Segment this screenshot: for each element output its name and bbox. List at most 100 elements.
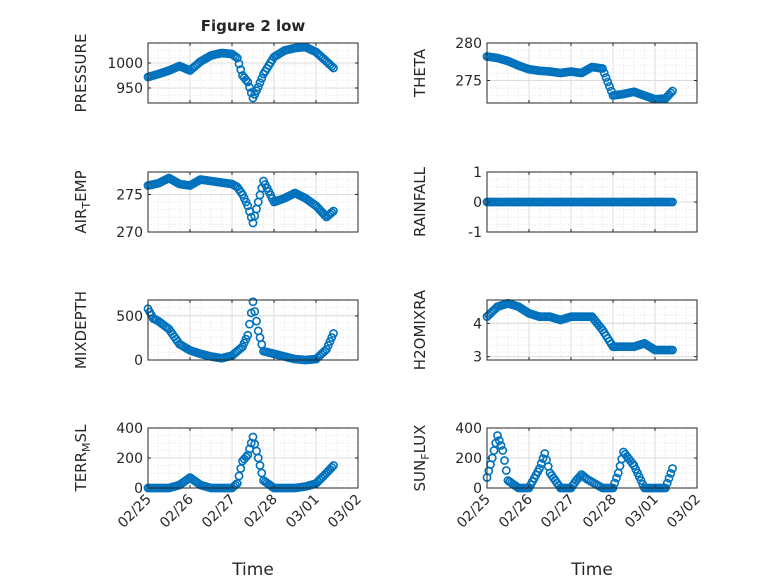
y-tick-label: 0 — [134, 353, 143, 369]
y-axis-label: H2OMIXRA — [411, 289, 429, 370]
data-point — [666, 88, 676, 98]
data-point — [664, 473, 674, 483]
x-axis-label: Time — [570, 560, 613, 580]
data-point — [241, 75, 251, 85]
data-point — [603, 77, 613, 87]
axes-box — [486, 42, 698, 104]
data-point — [248, 297, 258, 307]
data-point — [668, 464, 677, 473]
subplot-5: 0 500 MIXDEPTH — [72, 291, 359, 369]
y-tick-label: 270 — [116, 225, 143, 241]
y-axis-label: MIXDEPTH — [72, 291, 90, 369]
y-axis-label: THETA — [411, 48, 429, 98]
y-axis-label: AIRTEMP — [72, 170, 93, 233]
x-tick-label: 03/02 — [325, 492, 365, 532]
y-tick-label: 200 — [116, 451, 143, 467]
data-point — [501, 466, 511, 475]
y-tick-label: 0 — [473, 481, 482, 497]
data-point — [245, 319, 254, 329]
data-point — [612, 473, 621, 483]
y-tick-label: 400 — [116, 421, 143, 437]
data-point — [231, 52, 240, 62]
x-tick-label: 02/26 — [496, 491, 536, 531]
data-point — [245, 82, 254, 92]
y-tick-label: 3 — [473, 350, 482, 366]
y-tick-label: 280 — [455, 36, 482, 52]
x-tick-label: 03/01 — [622, 492, 662, 532]
x-tick-label: 03/01 — [283, 492, 323, 532]
subplot-8: 02/25 02/26 02/27 02/28 03/01 03/02 0 200 400 SUN… — [411, 421, 704, 580]
y-tick-label: 4 — [473, 316, 482, 332]
subplot-3: 270 275 AIRTEMP — [72, 170, 359, 241]
x-axis-label: Time — [231, 560, 274, 580]
subplot-6: 3 4 H2OMIXRA — [411, 289, 698, 370]
data-point — [494, 436, 504, 445]
data-point — [250, 307, 260, 316]
data-point — [668, 345, 677, 355]
data-point — [668, 86, 677, 96]
data-point — [329, 329, 338, 338]
data-point — [666, 468, 676, 478]
y-tick-label: 950 — [116, 81, 143, 97]
y-tick-label: 1000 — [107, 56, 143, 72]
data-point — [662, 478, 672, 488]
x-tick-label: 03/02 — [664, 492, 704, 532]
axes-box — [147, 171, 359, 233]
y-tick-label: 275 — [116, 188, 143, 204]
x-tick-label: 02/27 — [199, 492, 239, 532]
data-point — [535, 464, 544, 473]
data-point — [243, 330, 253, 340]
data-point — [252, 316, 261, 326]
subplot-7: 02/25 02/26 02/27 02/28 03/01 03/02 0 200 400 TER… — [72, 421, 365, 580]
data-point — [599, 68, 609, 78]
data-point — [327, 462, 337, 472]
data-point — [327, 61, 337, 71]
chart-title: Figure 2 low — [201, 17, 306, 35]
data-point — [329, 63, 338, 73]
data-point — [232, 53, 242, 63]
data-series — [482, 197, 677, 207]
data-point — [496, 441, 506, 450]
data-point — [329, 461, 338, 470]
data-point — [243, 201, 253, 211]
y-tick-label: 200 — [455, 451, 482, 467]
subplot-1: 950 1000 PRESSURE Figure 2 low — [72, 17, 359, 113]
y-axis-label: SUNFLUX — [411, 425, 432, 492]
data-point — [255, 78, 265, 88]
data-point — [610, 478, 620, 488]
data-series — [143, 42, 338, 103]
y-tick-label: -1 — [468, 225, 482, 241]
x-tick-label: 02/28 — [241, 492, 281, 532]
data-point — [234, 59, 244, 69]
data-point — [243, 77, 253, 87]
y-tick-label: 1 — [473, 165, 482, 181]
data-series — [482, 52, 677, 104]
subplot-2: 275 280 THETA — [411, 36, 698, 104]
data-point — [598, 64, 607, 73]
y-tick-label: 275 — [455, 74, 482, 90]
y-axis-label: TERRMSL — [72, 424, 93, 493]
y-tick-label: 0 — [473, 195, 482, 211]
data-point — [668, 197, 677, 207]
y-tick-label: 400 — [455, 421, 482, 437]
data-point — [493, 431, 502, 440]
data-point — [236, 65, 246, 75]
data-point — [500, 456, 509, 465]
data-series — [143, 173, 338, 228]
y-tick-label: 0 — [134, 481, 143, 497]
data-point — [241, 452, 251, 462]
data-point — [327, 208, 337, 217]
y-axis-label: PRESSURE — [72, 34, 90, 113]
axes-box — [147, 299, 359, 361]
data-point — [253, 82, 263, 92]
data-point — [257, 73, 267, 83]
x-tick-label: 02/28 — [580, 492, 620, 532]
axes-box — [147, 42, 359, 104]
subplot-4: -1 0 1 RAINFALL — [411, 165, 698, 241]
data-point — [498, 446, 508, 455]
data-point — [605, 82, 614, 91]
y-axis-label: RAINFALL — [411, 166, 429, 237]
x-tick-label: 02/27 — [538, 492, 578, 532]
x-tick-label: 02/26 — [157, 491, 197, 531]
